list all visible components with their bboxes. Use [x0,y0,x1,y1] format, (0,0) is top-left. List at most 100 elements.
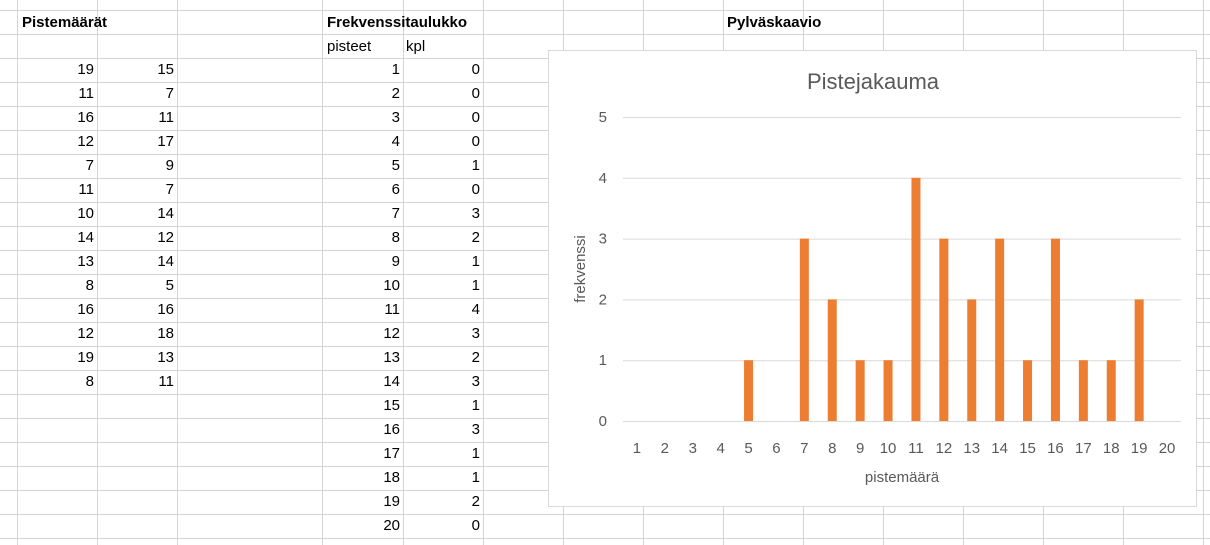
score-cell[interactable]: 19 [77,61,94,78]
score-cell[interactable]: 11 [78,85,94,102]
frequency-count-cell[interactable]: 2 [471,229,480,246]
frequency-count-cell[interactable]: 0 [471,517,480,534]
score-cell[interactable]: 16 [77,301,94,318]
score-cell[interactable]: 15 [157,61,174,78]
frequency-points-cell[interactable]: 8 [391,229,400,246]
frequency-count-cell[interactable]: 3 [471,325,480,342]
y-tick-label: 3 [599,231,607,248]
bar [939,238,949,421]
score-cell[interactable]: 8 [85,277,94,294]
frequency-count-cell[interactable]: 0 [471,133,480,150]
frequency-count-column-header[interactable]: kpl [406,38,426,55]
score-cell[interactable]: 7 [165,85,174,102]
x-tick-label: 1 [633,440,641,457]
score-cell[interactable]: 14 [157,205,174,222]
bar [799,238,809,421]
frequency-count-cell[interactable]: 1 [471,277,480,294]
frequency-count-cell[interactable]: 2 [471,493,480,510]
score-cell[interactable]: 14 [157,253,174,270]
bar [744,360,754,421]
bar [1023,360,1033,421]
scores-header[interactable]: Pistemäärät [22,14,108,31]
frequency-count-cell[interactable]: 0 [471,85,480,102]
x-tick-label: 20 [1159,440,1176,457]
frequency-count-cell[interactable]: 1 [471,469,480,486]
frequency-points-cell[interactable]: 14 [383,373,400,390]
frequency-points-cell[interactable]: 3 [391,109,400,126]
score-cell[interactable]: 7 [165,181,174,198]
frequency-table-header[interactable]: Frekvenssitaulukko [327,14,468,31]
score-distribution-chart[interactable]: Pistejakauma 0 1 2 3 4 5 1 2 3 4 5 6 7 8 9 10 11 12 13 14 15 1… [548,50,1197,507]
frequency-points-cell[interactable]: 2 [391,85,400,102]
frequency-count-cell[interactable]: 3 [471,373,480,390]
bar [855,360,865,421]
frequency-points-cell[interactable]: 5 [391,157,400,174]
frequency-points-cell[interactable]: 6 [391,181,400,198]
score-cell[interactable]: 13 [77,253,94,270]
frequency-count-cell[interactable]: 3 [471,205,480,222]
frequency-points-cell[interactable]: 17 [383,445,400,462]
frequency-points-cell[interactable]: 20 [383,517,400,534]
x-tick-label: 7 [800,440,808,457]
frequency-count-cell[interactable]: 0 [471,109,480,126]
frequency-count-cell[interactable]: 1 [471,397,480,414]
x-tick-label: 11 [908,440,924,457]
frequency-count-cell[interactable]: 2 [471,349,480,366]
bar [967,299,977,421]
bar [1134,299,1144,421]
x-tick-label: 19 [1131,440,1148,457]
score-cell[interactable]: 10 [77,205,94,222]
bar [1106,360,1116,421]
score-cell[interactable]: 18 [157,325,174,342]
frequency-points-column-header[interactable]: pisteet [327,38,372,55]
frequency-points-cell[interactable]: 11 [384,301,400,318]
score-cell[interactable]: 9 [165,157,174,174]
frequency-count-cell[interactable]: 0 [471,61,480,78]
score-cell[interactable]: 16 [157,301,174,318]
bar [827,299,837,421]
frequency-points-cell[interactable]: 9 [391,253,400,270]
score-cell[interactable]: 12 [77,133,94,150]
x-tick-label: 18 [1103,440,1120,457]
frequency-count-cell[interactable]: 1 [471,445,480,462]
frequency-points-cell[interactable]: 18 [383,469,400,486]
x-tick-label: 6 [772,440,780,457]
chart-title: Pistejakauma [807,69,940,94]
bar [1078,360,1088,421]
x-tick-label: 9 [856,440,864,457]
frequency-points-cell[interactable]: 1 [391,61,400,78]
score-cell[interactable]: 16 [77,109,94,126]
frequency-count-cell[interactable]: 1 [471,157,480,174]
y-tick-label: 4 [599,170,607,187]
score-cell[interactable]: 12 [157,229,174,246]
frequency-points-cell[interactable]: 16 [383,421,400,438]
frequency-points-cell[interactable]: 13 [383,349,400,366]
frequency-points-cell[interactable]: 10 [383,277,400,294]
frequency-points-cell[interactable]: 4 [391,133,400,150]
frequency-points-cell[interactable]: 15 [383,397,400,414]
score-cell[interactable]: 8 [85,373,94,390]
frequency-points-cell[interactable]: 7 [391,205,400,222]
frequency-points-cell[interactable]: 19 [383,493,400,510]
y-tick-label: 5 [599,109,607,126]
score-cell[interactable]: 19 [77,349,94,366]
frequency-count-cell[interactable]: 4 [471,301,480,318]
score-cell[interactable]: 13 [157,349,174,366]
frequency-count-cell[interactable]: 1 [471,253,480,270]
score-cell[interactable]: 12 [77,325,94,342]
score-cell[interactable]: 11 [158,373,174,390]
x-tick-label: 14 [991,440,1008,457]
x-tick-label: 16 [1047,440,1064,457]
score-cell[interactable]: 7 [85,157,94,174]
score-cell[interactable]: 11 [78,181,94,198]
bar-chart-header[interactable]: Pylväskaavio [727,14,822,31]
score-cell[interactable]: 14 [77,229,94,246]
frequency-points-cell[interactable]: 12 [383,325,400,342]
frequency-count-cell[interactable]: 3 [471,421,480,438]
score-cell[interactable]: 5 [165,277,174,294]
frequency-count-cell[interactable]: 0 [471,181,480,198]
x-tick-label: 8 [828,440,836,457]
score-cell[interactable]: 11 [158,109,174,126]
score-cell[interactable]: 17 [157,133,174,150]
